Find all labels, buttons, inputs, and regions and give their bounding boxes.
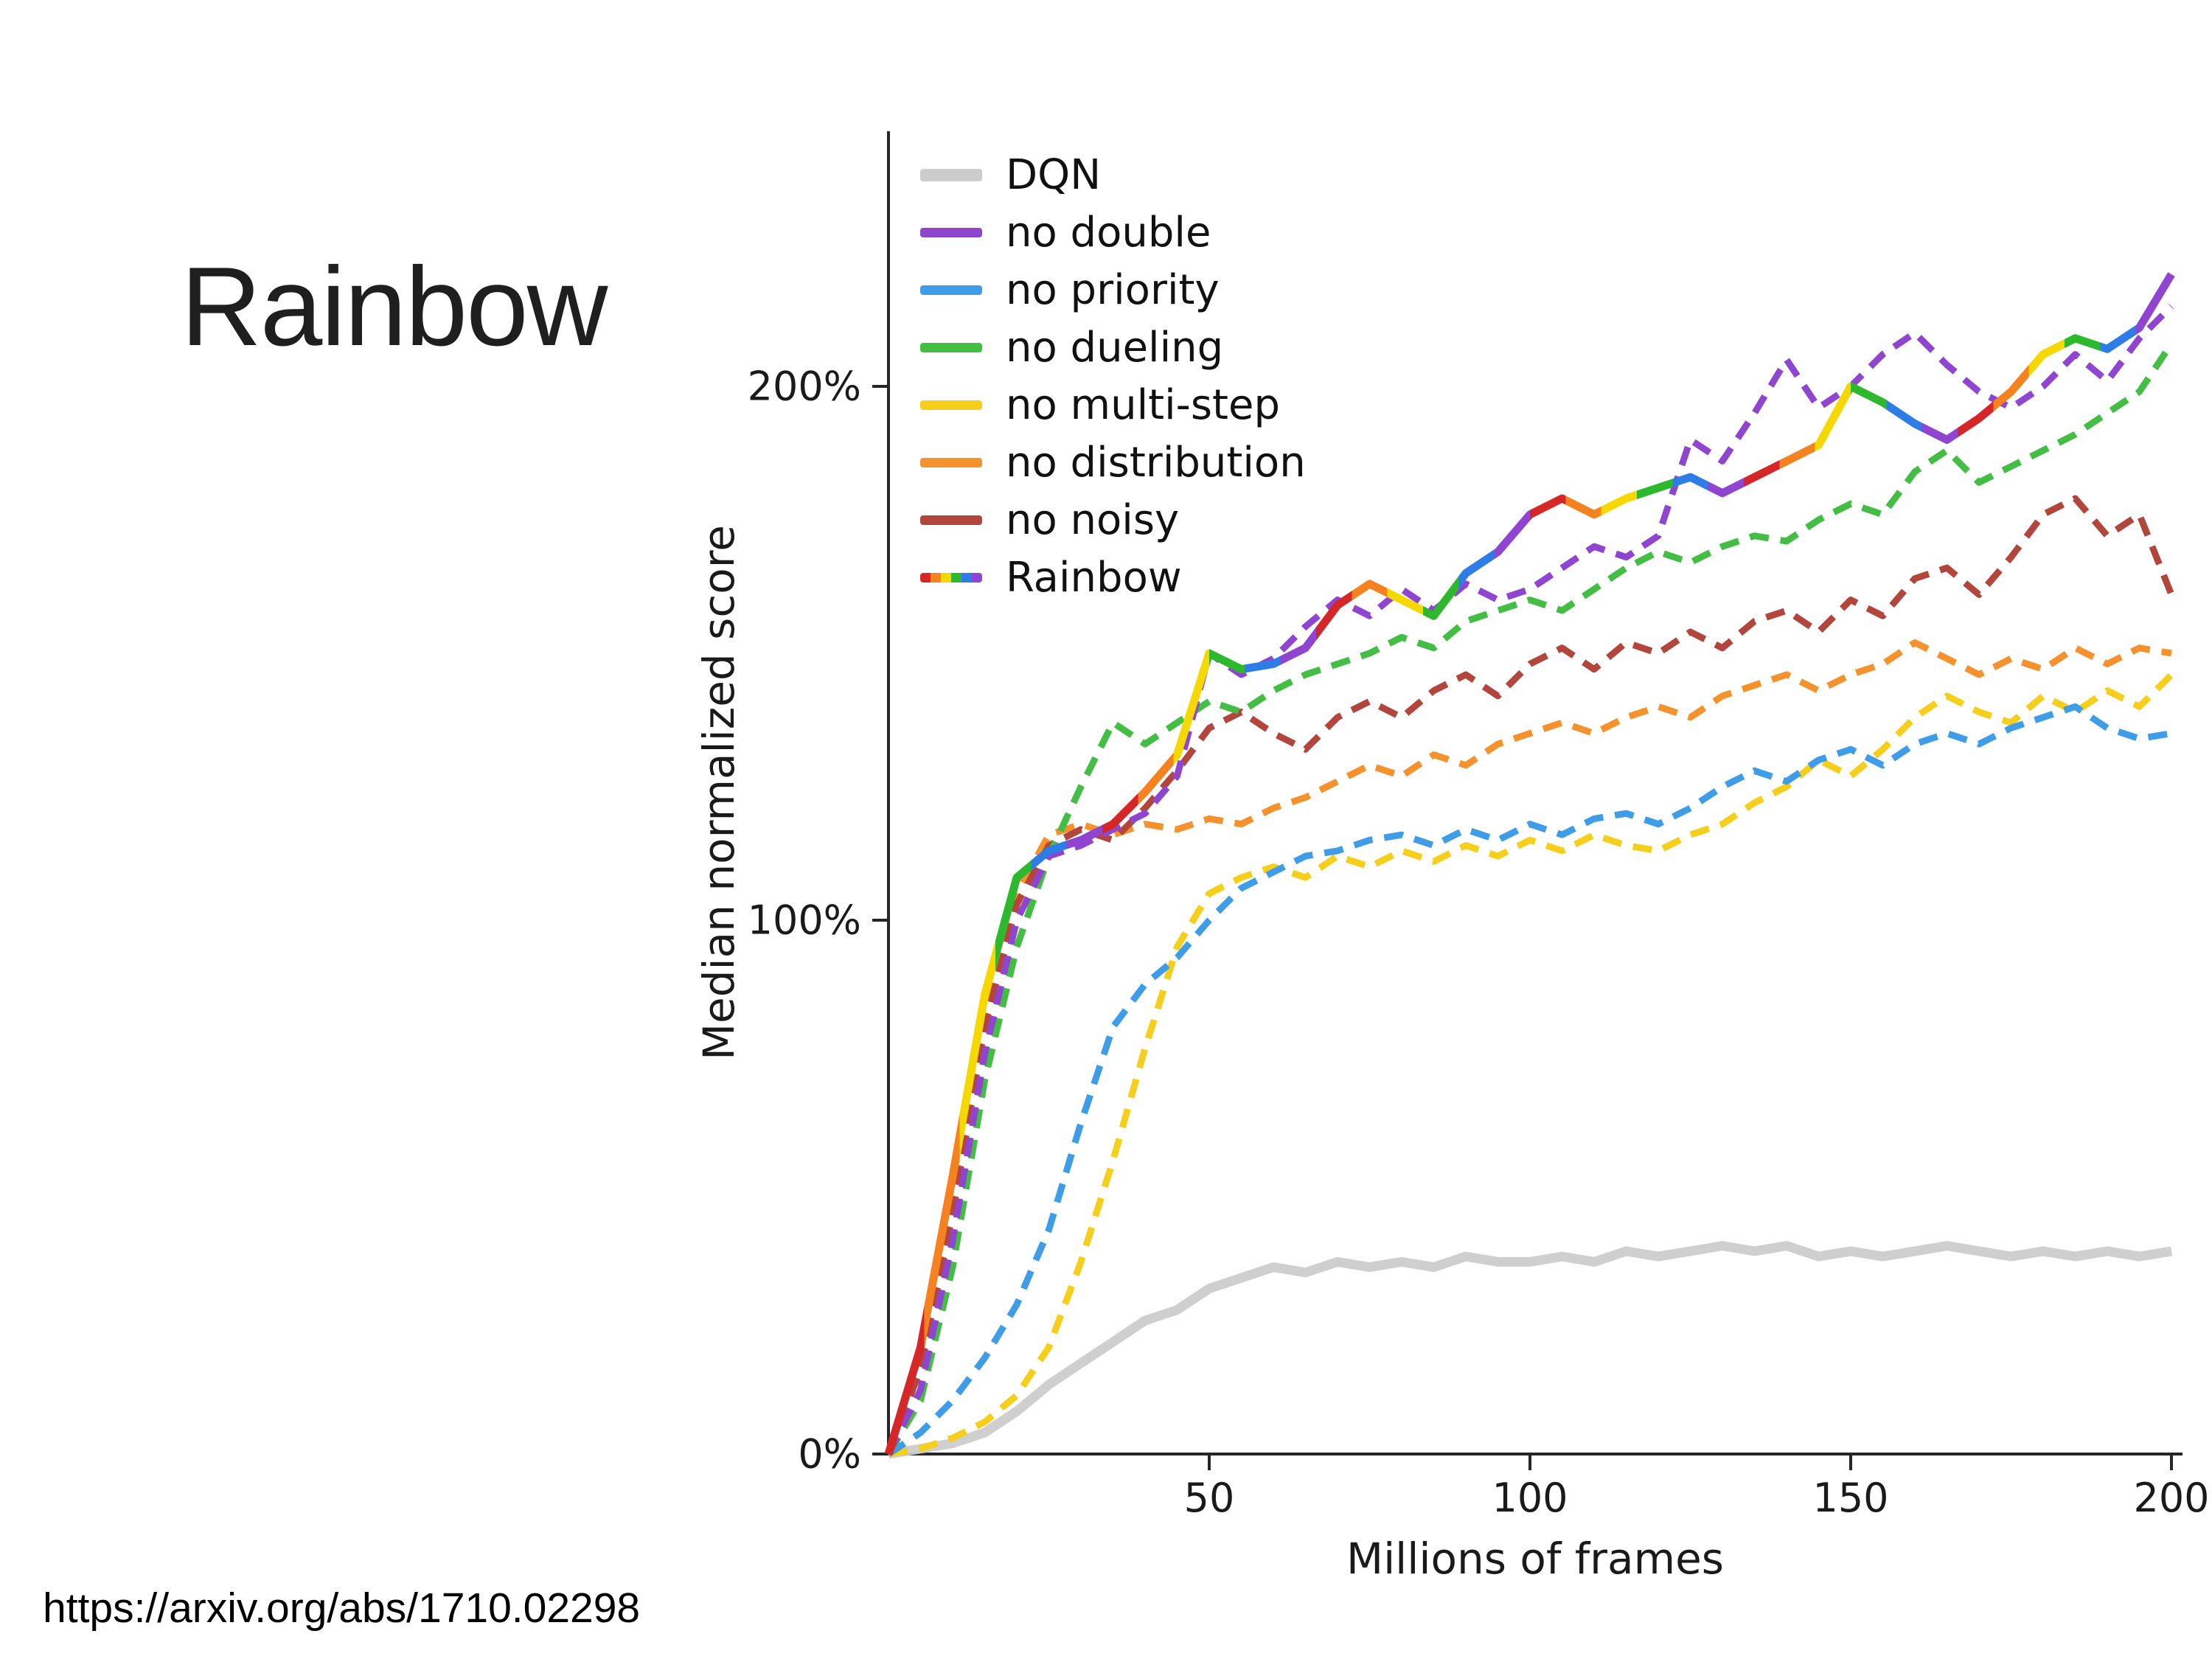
x-tick-label: 100 (1492, 1475, 1568, 1521)
series-line-dqn (887, 1241, 2173, 1459)
series-line-no-dueling (886, 341, 2174, 1456)
y-tick-label: 0% (798, 1430, 861, 1478)
legend-item-no-noisy: no noisy (920, 491, 1306, 549)
legend-item-no-priority: no priority (920, 261, 1306, 319)
x-tick-label: 150 (1812, 1475, 1889, 1521)
legend-swatch (920, 342, 982, 352)
series-line-no-noisy (885, 495, 2175, 1455)
legend-label: no double (1006, 208, 1211, 257)
legend-item-no-double: no double (920, 204, 1306, 261)
x-axis-label: Millions of frames (1346, 1534, 1724, 1584)
y-axis-label: Median normalized score (694, 525, 744, 1060)
source-url[interactable]: https://arxiv.org/abs/1710.02298 (43, 1585, 641, 1632)
legend-swatch (920, 572, 982, 582)
y-tick-label: 200% (747, 363, 861, 410)
legend-label: no noisy (1006, 495, 1180, 544)
slide-title: Rainbow (181, 243, 608, 369)
legend-swatch (920, 227, 982, 237)
legend-swatch (920, 168, 982, 181)
legend-swatch (920, 457, 982, 467)
legend-swatch (920, 285, 982, 295)
legend-label: no multi-step (1006, 380, 1281, 429)
chart-legend: DQN no double no priority no dueling no mult… (920, 146, 1306, 606)
series-line-no-distribution (885, 639, 2172, 1455)
legend-swatch (920, 515, 982, 525)
legend-item-dqn: DQN (920, 146, 1306, 204)
series-line-no-priority (886, 703, 2172, 1457)
legend-item-no-dueling: no dueling (920, 319, 1306, 376)
legend-label: no distribution (1006, 438, 1306, 487)
legend-item-no-distribution: no distribution (920, 434, 1306, 491)
x-tick-label: 50 (1183, 1475, 1235, 1521)
legend-swatch (920, 400, 982, 410)
y-tick-label: 100% (747, 897, 861, 944)
series-line-no-multi-step (888, 672, 2174, 1458)
legend-label: no dueling (1006, 323, 1224, 372)
legend-label: no priority (1006, 265, 1220, 314)
legend-item-no-multi-step: no multi-step (920, 376, 1306, 434)
legend-item-rainbow: Rainbow (920, 549, 1306, 606)
legend-label: DQN (1006, 150, 1102, 199)
series-line-rainbow (884, 272, 2175, 1455)
x-tick-label: 200 (2133, 1475, 2210, 1521)
legend-label: Rainbow (1006, 553, 1182, 602)
